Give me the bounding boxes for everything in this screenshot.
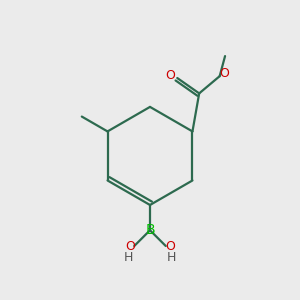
Text: O: O	[165, 69, 175, 82]
Text: H: H	[124, 251, 134, 264]
Text: H: H	[167, 251, 176, 264]
Text: O: O	[219, 67, 229, 80]
Text: O: O	[165, 239, 175, 253]
Text: O: O	[125, 239, 135, 253]
Text: B: B	[145, 223, 155, 237]
